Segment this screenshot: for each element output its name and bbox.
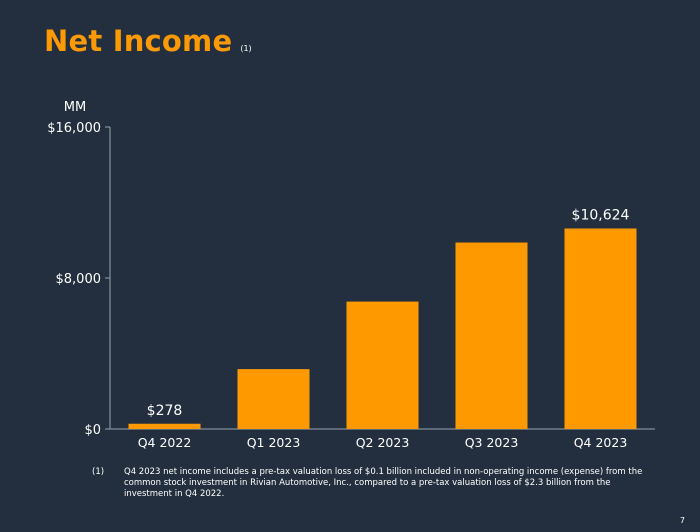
title-row: Net Income (1) [44, 24, 252, 58]
x-tick-label: Q4 2022 [138, 435, 192, 450]
bar [346, 301, 419, 429]
y-tick-label: $8,000 [56, 272, 102, 287]
title-footnote-marker: (1) [240, 44, 252, 53]
y-tick-label: $16,000 [47, 121, 101, 136]
footnote-text: Q4 2023 net income includes a pre-tax va… [124, 467, 643, 499]
data-label: $10,624 [572, 207, 630, 223]
bar [564, 228, 637, 429]
bar [237, 369, 310, 429]
x-tick-label: Q1 2023 [247, 435, 301, 450]
net-income-chart: MM $0 $8,000 $16,000 Q4 2022 $278 Q1 2023 Q2 20… [47, 100, 655, 450]
data-label: $278 [147, 403, 183, 419]
page-title: Net Income [44, 24, 233, 58]
y-axis-unit-label: MM [64, 100, 86, 115]
x-tick-label: Q3 2023 [465, 435, 519, 450]
x-tick-label: Q4 2023 [574, 435, 628, 450]
x-tick-label: Q2 2023 [356, 435, 410, 450]
footnote-number: (1) [92, 467, 105, 477]
bar [128, 423, 201, 429]
page-number: 7 [679, 516, 685, 525]
y-tick-label: $0 [84, 423, 101, 438]
bar [455, 242, 528, 429]
